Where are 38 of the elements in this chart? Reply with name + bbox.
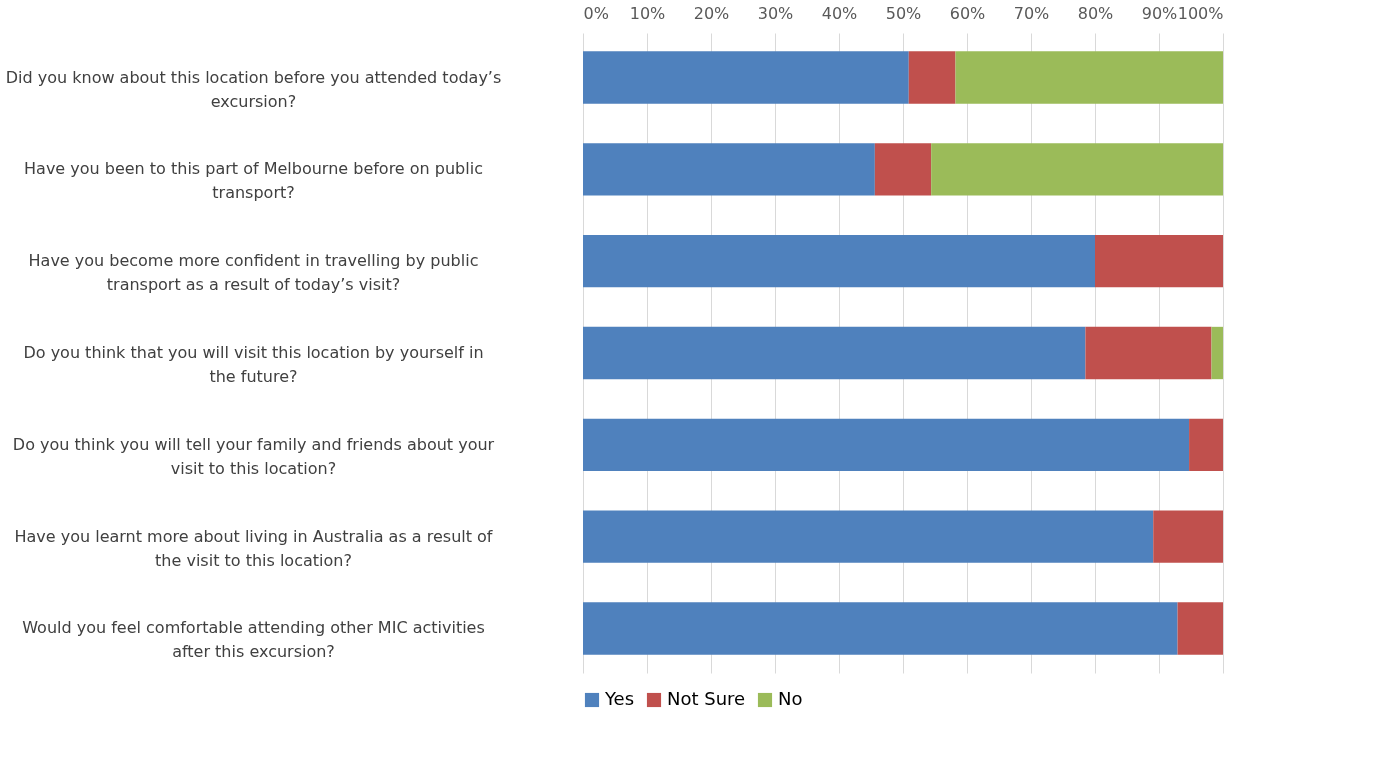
bar: [955, 51, 1223, 104]
x-tick-label: 20%: [693, 3, 730, 23]
y-tick-label: Do you think you will tell your family and friends about your visit to this location?: [12, 434, 495, 478]
bar: [583, 510, 1154, 563]
bar: [583, 143, 875, 196]
x-tick-label: 80%: [1077, 3, 1114, 23]
y-tick-label: Did you know about this location before you attended today’s excursion?: [5, 67, 502, 111]
bar: [583, 235, 1095, 288]
x-tick-label: 0%: [583, 3, 609, 23]
x-tick-label: 90%: [1141, 3, 1178, 23]
bar: [1177, 602, 1223, 655]
x-tick-label: 100%: [1177, 3, 1224, 23]
bar: [1211, 326, 1223, 380]
bar: [1189, 418, 1223, 471]
y-tick-label: Would you feel comfortable attending other MIC activities after this excursion?: [22, 618, 485, 662]
bar: [931, 143, 1223, 196]
legend-label: No: [778, 688, 803, 709]
bar: [583, 418, 1190, 471]
bar: [908, 51, 956, 104]
bar: [1153, 510, 1223, 563]
bar: [1085, 326, 1212, 380]
y-tick-label: Have you learnt more about living in Australia as a result of the visit to this location?: [14, 526, 493, 570]
x-tick-label: 60%: [949, 3, 986, 23]
y-tick-label: Have you been to this part of Melbourne before on public transport?: [24, 159, 483, 203]
legend-label: Yes: [604, 688, 635, 709]
bar: [874, 143, 932, 196]
bar: [583, 602, 1178, 655]
x-tick-label: 10%: [629, 3, 666, 23]
x-tick-label: 30%: [757, 3, 794, 23]
y-tick-label: Do you think that you will visit this location by yourself in the future?: [23, 343, 484, 386]
bar: [583, 51, 909, 104]
x-tick-label: 40%: [821, 3, 858, 23]
y-tick-label: Have you become more confident in travelling by public transport as a result of today’s visit?: [28, 251, 479, 295]
legend-label: Not Sure: [667, 688, 746, 709]
bar: [583, 326, 1086, 380]
x-tick-label: 70%: [1013, 3, 1050, 23]
bar: [1095, 235, 1223, 288]
x-tick-label: 50%: [885, 3, 922, 23]
